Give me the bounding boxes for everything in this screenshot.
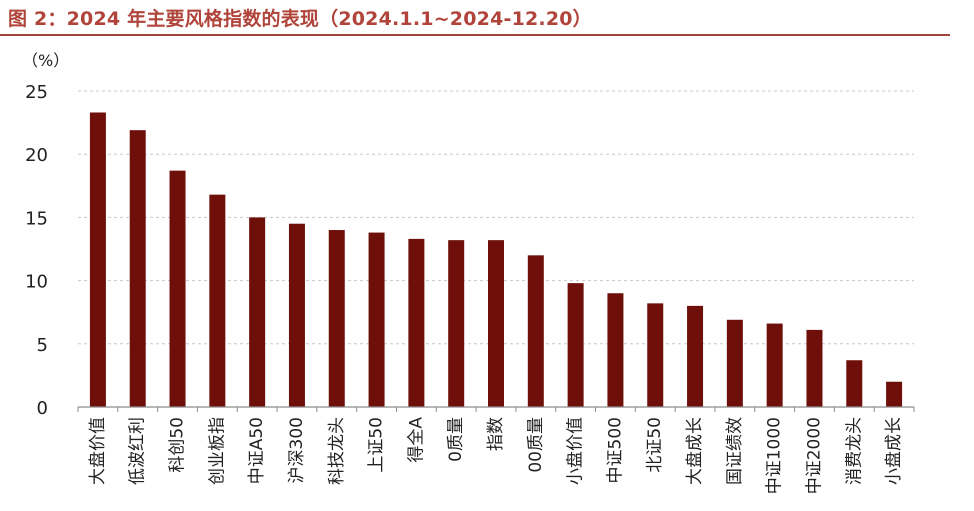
x-tick-label: 国证绩效 (725, 417, 745, 485)
x-tick-label: 小盘成长 (884, 417, 904, 485)
y-unit-label: （%） (22, 51, 69, 70)
x-tick-label: 科技龙头 (327, 417, 347, 485)
y-tick-label: 5 (37, 335, 48, 356)
x-tick-label: 中证500 (605, 417, 625, 483)
y-tick-label: 20 (25, 145, 48, 166)
bar (567, 283, 584, 407)
bar (249, 217, 266, 407)
figure-title: 图 2：2024 年主要风格指数的表现（2024.1.1~2024-12.20） (8, 8, 592, 30)
figure-header: 图 2：2024 年主要风格指数的表现（2024.1.1~2024-12.20） (0, 0, 950, 36)
x-tick-label: 中证2000 (804, 417, 824, 494)
x-tick-label: 低波红利 (128, 417, 148, 485)
y-tick-label: 0 (37, 398, 48, 419)
bar (448, 240, 465, 407)
bar (129, 130, 146, 407)
bar (368, 232, 385, 407)
x-tick-label: 小盘价值 (566, 417, 586, 485)
bar (408, 238, 425, 407)
bar (527, 255, 544, 407)
x-tick-label: 中证1000 (765, 417, 785, 494)
x-tick-label: 0质量 (446, 417, 466, 462)
x-tick-label: 上证50 (367, 417, 387, 473)
x-tick-label: 大盘价值 (88, 417, 108, 485)
x-tick-label: 00质量 (526, 417, 546, 473)
x-tick-label: 创业板指 (207, 417, 227, 485)
bar (328, 230, 345, 407)
x-tick-label: 大盘成长 (685, 417, 705, 485)
x-tick-label: 科创50 (168, 417, 188, 473)
x-tick-label: 得全A (406, 417, 426, 463)
x-tick-label: 中证A50 (247, 417, 267, 484)
bar (607, 293, 624, 407)
bar (209, 194, 226, 407)
y-tick-label: 15 (25, 208, 48, 229)
y-tick-label: 25 (25, 82, 48, 103)
bar (886, 381, 903, 407)
x-tick-label: 指数 (486, 417, 506, 451)
bar (766, 323, 783, 407)
bar (488, 240, 504, 407)
bar (647, 303, 664, 407)
bar (846, 360, 863, 407)
y-tick-label: 10 (25, 272, 48, 293)
x-tick-label: 消费龙头 (844, 417, 864, 485)
bar (89, 112, 106, 407)
bar (806, 329, 823, 407)
bar (169, 170, 186, 407)
x-tick-label: 沪深300 (287, 417, 307, 483)
x-tick-label: 北证50 (645, 417, 665, 473)
bar (687, 305, 704, 407)
bar (726, 319, 743, 407)
bar (288, 223, 305, 407)
